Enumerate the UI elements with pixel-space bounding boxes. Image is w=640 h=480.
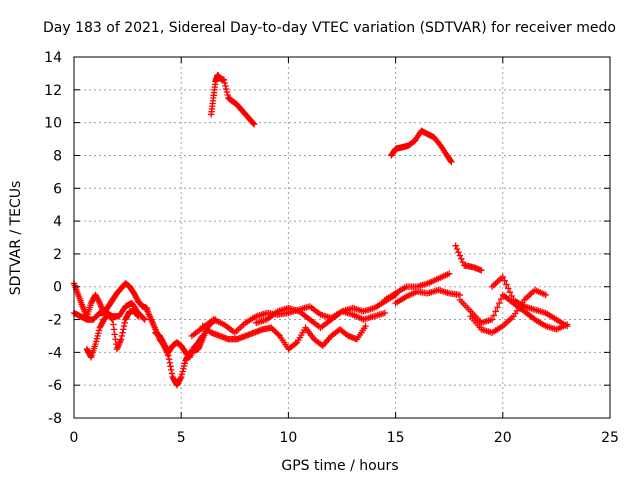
x-tick-label: 0: [70, 430, 79, 446]
series-arc-high-2: [388, 127, 455, 166]
series-arc-mid-1: [188, 291, 399, 340]
data-point-markers: [392, 286, 464, 307]
y-tick-label: 10: [44, 116, 62, 132]
series-arc-mid-2: [199, 322, 369, 353]
ticks-layer: 0 5 10 15 20 25 -8 -6 -4 -2 0 2 4 6 8 10 12 14: [44, 50, 619, 446]
y-tick-label: 14: [44, 50, 62, 66]
series-arc-high-1: [208, 71, 258, 128]
y-tick-label: 12: [44, 83, 62, 99]
marks-layer: [70, 71, 571, 389]
series-arc-late-1: [392, 286, 464, 307]
x-tick-label: 10: [279, 430, 297, 446]
y-tick-label: 4: [53, 214, 62, 230]
grid-layer: [74, 57, 610, 418]
data-point-markers: [381, 270, 453, 304]
y-tick-label: 6: [53, 181, 62, 197]
x-tick-label: 5: [177, 430, 186, 446]
y-tick-label: -6: [48, 378, 62, 394]
data-point-markers: [188, 291, 399, 340]
y-axis-label: SDTVAR / TECUs: [8, 181, 24, 296]
series-arc-late-isolated: [452, 242, 485, 274]
x-tick-label: 15: [387, 430, 405, 446]
data-point-markers: [208, 71, 258, 128]
series-arc-mid-3: [253, 304, 389, 331]
data-point-markers: [488, 273, 571, 330]
x-tick-label: 25: [601, 430, 619, 446]
data-point-markers: [253, 304, 389, 331]
y-tick-label: 0: [53, 280, 62, 296]
data-point-markers: [452, 242, 485, 274]
plot-frame: [73, 56, 611, 419]
series-arc-dip-2: [152, 329, 206, 361]
chart-title: Day 183 of 2021, Sidereal Day-to-day VTE…: [43, 20, 616, 36]
data-point-markers: [388, 127, 455, 166]
x-axis-label: GPS time / hours: [281, 458, 398, 474]
series-arc-late-rise: [381, 270, 453, 304]
y-tick-label: 8: [53, 148, 62, 164]
data-point-markers: [199, 322, 369, 353]
y-tick-label: -8: [48, 411, 62, 427]
y-tick-label: 2: [53, 247, 62, 263]
data-point-markers: [152, 329, 206, 361]
y-tick-label: -4: [48, 345, 62, 361]
x-tick-label: 20: [494, 430, 512, 446]
y-tick-label: -2: [48, 313, 62, 329]
series-arc-late-4: [488, 273, 571, 330]
